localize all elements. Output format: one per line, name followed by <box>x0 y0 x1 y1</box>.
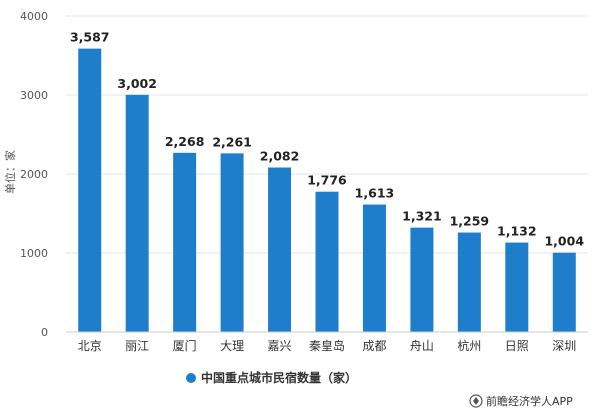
x-category-label: 大理 <box>220 339 244 353</box>
data-label: 2,261 <box>212 134 252 149</box>
logo-icon <box>469 394 483 408</box>
x-category-label: 北京 <box>78 339 102 353</box>
x-category-label: 日照 <box>505 339 529 353</box>
data-label: 1,259 <box>450 214 490 229</box>
y-tick-label: 0 <box>41 326 48 339</box>
bars <box>78 48 576 332</box>
y-axis-title: 单位：家 <box>3 150 17 194</box>
x-category-label: 丽江 <box>125 339 149 353</box>
legend: 中国重点城市民宿数量（家） <box>186 370 357 385</box>
x-category-label: 深圳 <box>552 339 576 353</box>
legend-label: 中国重点城市民宿数量（家） <box>201 370 357 385</box>
bar <box>173 152 197 332</box>
bar <box>505 242 529 332</box>
x-category-label: 成都 <box>362 339 386 353</box>
credit: 前瞻经济学人APP <box>469 394 573 408</box>
data-label: 3,587 <box>70 30 110 45</box>
data-labels: 3,587 3,002 2,268 2,261 2,082 1,776 1,613 1,321… <box>70 30 584 249</box>
x-category-label: 厦门 <box>173 338 197 353</box>
y-axis-ticks: 0 1000 2000 3000 4000 <box>20 10 48 339</box>
data-label: 1,132 <box>497 224 537 239</box>
y-tick-label: 3000 <box>20 89 48 102</box>
data-label: 1,776 <box>307 173 347 188</box>
bar <box>268 167 292 332</box>
x-axis-categories: 北京 丽江 厦门 大理 嘉兴 秦皇岛 成都 舟山 杭州 日照 深圳 <box>78 338 577 353</box>
y-tick-label: 1000 <box>20 247 48 260</box>
bar <box>315 191 339 332</box>
data-label: 2,082 <box>260 149 300 164</box>
x-category-label: 舟山 <box>410 339 434 353</box>
data-label: 1,613 <box>355 186 395 201</box>
x-category-label: 杭州 <box>457 338 481 353</box>
data-label: 1,321 <box>402 209 442 224</box>
credit-text: 前瞻经济学人APP <box>486 394 573 408</box>
bar <box>410 227 434 332</box>
bar <box>362 204 386 332</box>
bar <box>552 252 576 332</box>
data-label: 2,268 <box>165 134 205 149</box>
data-label: 3,002 <box>117 76 157 91</box>
bar <box>457 232 481 332</box>
x-category-label: 嘉兴 <box>268 339 292 353</box>
bar <box>78 48 102 332</box>
x-category-label: 秦皇岛 <box>309 338 345 353</box>
y-tick-label: 4000 <box>20 10 48 23</box>
data-label: 1,004 <box>544 234 584 249</box>
logo-icon-mark <box>473 397 479 405</box>
bar <box>125 94 149 332</box>
legend-marker <box>186 373 196 383</box>
y-tick-label: 2000 <box>20 168 48 181</box>
bar <box>220 153 244 332</box>
